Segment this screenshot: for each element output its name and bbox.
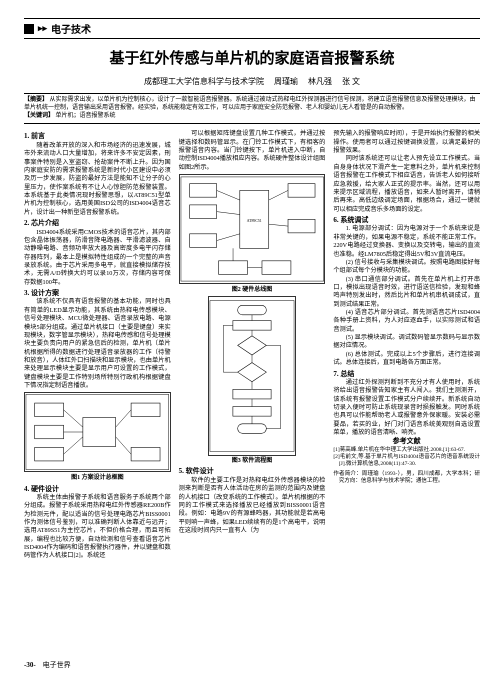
para-6d: (4) 语音芯片部分调试。首先测语音芯片ISD4004各种手册上资料，为人对应逐… — [333, 309, 480, 334]
para-6a: 1. 电源部分调试：因为电源对于一个系统来说是非常关键的，如果电源不稳定，系统不… — [333, 225, 480, 258]
body-columns: 1. 前言 随着改革开放的深入和市场经济的迅速发展，城市外来流动人口大量增加，将… — [24, 130, 480, 560]
para-4a: 系统主体由报警子系统和语音服务子系统两个部分组成。报警子系统采用热释电红外传感器… — [24, 494, 171, 561]
heading-1: 1. 前言 — [24, 132, 171, 141]
fig1-caption: 图1 方案设计总框图 — [24, 474, 171, 482]
para-6b: (2) 信号接收与采集模块调试。按照电路图接好每个组部试每个分模块的功能。 — [333, 259, 480, 276]
heading-4: 4. 硬件设计 — [24, 485, 171, 494]
abstract-text: 从实际需求出发，以单片机为控制核心，设计了一款智能语音报警器。系统通过被动式热释… — [24, 97, 476, 111]
column-1: 1. 前言 随着改革开放的深入和市场经济的迅速发展，城市外来流动人口大量增加，将… — [24, 130, 171, 560]
author-1: 周瑾瑜 — [274, 77, 298, 86]
authors-line: 成都理工大学信息科学与技术学院 周瑾瑜 林凡强 张 文 — [24, 76, 480, 87]
column-2: 可以根据矩阵键盘设置几种工作模式，并通过按键选择和数码管显示。在门铃工作模式下，… — [179, 130, 326, 560]
abstract-line: 【摘要】 从实际需求出发，以单片机为控制核心，设计了一款智能语音报警器。系统通过… — [24, 97, 480, 113]
para-5a: 软件的主要工作是对热释电红外传感器模块的检测来判断是否有人体活动在房的监测的范围… — [179, 477, 326, 536]
heading-2: 2. 芯片介绍 — [24, 219, 171, 228]
para-1a: 随着改革开放的深入和市场经济的迅速发展，城市外来流动人口大量增加，将来许多不安定… — [24, 142, 171, 217]
author-3: 张 文 — [342, 77, 360, 86]
references-heading: 参考文献 — [333, 437, 480, 446]
abstract-label: 【摘要】 — [24, 97, 48, 103]
page-number: -30- — [24, 661, 36, 669]
page-footer: -30- 电子世界 — [24, 660, 71, 670]
reference-1: [1]蒋高峰.单片机在华中理工大学出版社.2008.[1]:63-67. — [339, 447, 480, 454]
heading-6: 6. 系统调试 — [333, 216, 480, 225]
paper-title: 基于红外传感与单片机的家庭语音报警系统 — [24, 47, 480, 68]
svg-text:AT89C51: AT89C51 — [246, 219, 261, 223]
para-6e: (5) 显示模块调试。调试数码管显示数码与显示数据对应情况。 — [333, 334, 480, 351]
section-name: 电子技术 — [51, 21, 91, 36]
keywords-text: 单片机；语音报警系统 — [56, 113, 116, 119]
author-bio: 作者简介：周瑾瑜（1993-），男，四川成都，大学本科；研究方向：信息科学与技术… — [339, 471, 480, 485]
section-marker: ▸▸ 电子技术 — [24, 18, 480, 39]
para-2a: ISD4004系统采用CMOS技术的语音芯片，其内部包含晶体振荡器，防滑音降电路… — [24, 229, 171, 288]
para-6f: (6) 总体测试。完成以上5个步骤后，进行连接调试。总体连接后，直到电路各方面正… — [333, 351, 480, 368]
column-3: 预先输入的报警响应时间），于是开始执行报警的相关操作。使用者可以通过按键调换设置… — [333, 130, 480, 560]
fig3-caption: 图3 软件流程图 — [179, 457, 326, 465]
para-6c: (3) 串口通信部分调试。首先在单片机上打开串口，模拟出现语音时效，进行语送信检… — [333, 276, 480, 309]
para-col3-top: 预先输入的报警响应时间），于是开始执行报警的相关操作。使用者可以通过按键调换设置… — [333, 130, 480, 155]
marker-arrow: ▸▸ — [38, 23, 47, 34]
figure-2: AT89C51 — [179, 174, 326, 284]
marker-bar — [24, 24, 34, 34]
affiliation: 成都理工大学信息科学与技术学院 — [144, 77, 264, 86]
abstract-box: 【摘要】 从实际需求出发，以单片机为控制核心，设计了一款智能语音报警器。系统通过… — [24, 93, 480, 124]
fig2-caption: 图2 硬件总线图 — [179, 286, 326, 294]
para-3a: 该系统不仅具有语音报警的基本功能，同时也具有简单的LED显示功能，其系统由热释电… — [24, 298, 171, 390]
para-7a: 通过红外探测判断到不充分才有人使用时，系统将给出语音报警告知家主有人闯入。我们主… — [333, 379, 480, 438]
para-col2-cont: 可以根据矩阵键盘设置几种工作模式，并通过按键选择和数码管显示。在门铃工作模式下，… — [179, 130, 326, 172]
heading-5: 5. 软件设计 — [179, 467, 326, 476]
figure-3 — [208, 296, 296, 456]
author-2: 林凡强 — [308, 77, 332, 86]
journal-name: 电子世界 — [43, 661, 71, 669]
keywords-line: 【关键词】 单片机；语音报警系统 — [24, 113, 480, 121]
reference-2: [2]毛前文,等.基于单片机与ISD4004语音芯片的语音系统设计[J].微计算… — [339, 454, 480, 468]
heading-7: 7. 总结 — [333, 370, 480, 379]
para-col3-top2: 同时该系统还可以让老人预先设立工作模式。当自身身体状况下滑产生一定意料之外，单片… — [333, 155, 480, 214]
keywords-label: 【关键词】 — [24, 113, 54, 119]
figure-1 — [24, 392, 171, 472]
